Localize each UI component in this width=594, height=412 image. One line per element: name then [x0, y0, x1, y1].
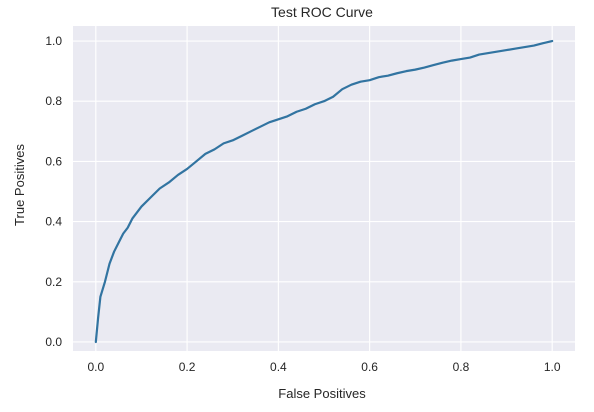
chart-title: Test ROC Curve [271, 4, 373, 20]
x-tick-label: 0.0 [87, 360, 104, 374]
plot-area: 0.0 0.2 0.4 0.6 0.8 1.0 0.0 0.2 0.4 0.6 0.8 1.0 [45, 26, 575, 374]
x-tick-label: 1.0 [544, 360, 561, 374]
y-tick-label: 0.4 [45, 215, 62, 229]
x-axis-label: False Positives [278, 386, 366, 401]
y-tick-label: 0.8 [45, 94, 62, 108]
x-tick-label: 0.2 [179, 360, 196, 374]
y-tick-label: 0.0 [45, 335, 62, 349]
x-tick-label: 0.6 [361, 360, 378, 374]
y-tick-label: 0.2 [45, 275, 62, 289]
y-tick-label: 1.0 [45, 34, 62, 48]
x-tick-label: 0.8 [453, 360, 470, 374]
y-axis-label: True Positives [12, 144, 27, 226]
plot-background [73, 26, 575, 351]
x-tick-label: 0.4 [270, 360, 287, 374]
roc-curve-line [94, 39, 554, 344]
y-tick-label: 0.6 [45, 154, 62, 168]
